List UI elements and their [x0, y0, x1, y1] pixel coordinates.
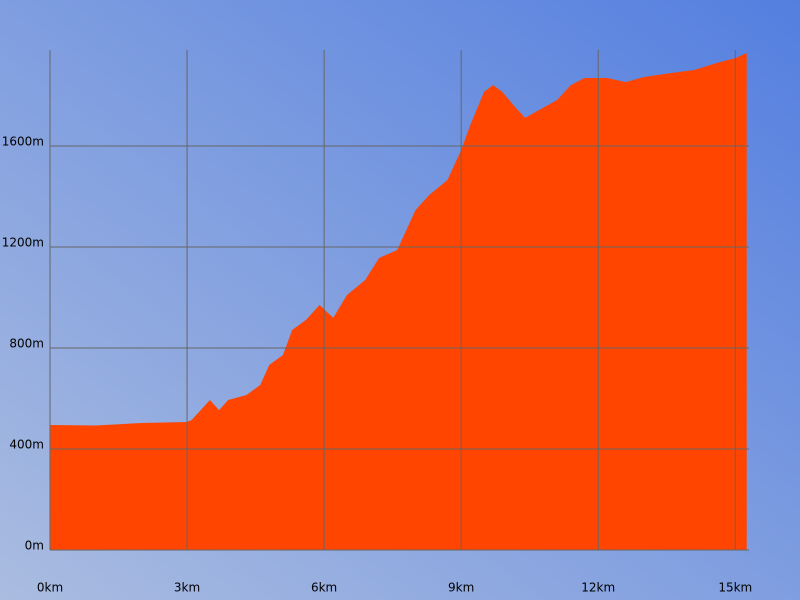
x-tick-label: 3km	[174, 581, 200, 595]
elevation-area	[50, 53, 747, 550]
y-tick-label: 800m	[9, 336, 44, 350]
x-tick-label: 15km	[718, 581, 752, 595]
x-tick-label: 0km	[37, 581, 63, 595]
x-tick-label: 6km	[311, 581, 337, 595]
y-tick-label: 1200m	[2, 235, 44, 249]
y-tick-label: 1600m	[2, 134, 44, 148]
y-tick-label: 0m	[25, 539, 44, 553]
x-tick-label: 12km	[581, 581, 615, 595]
y-tick-label: 400m	[9, 437, 44, 451]
plot-area: 0m 400m 800m 1200m 1600m 0km 3km 6km 9km 12km 15km	[2, 50, 752, 595]
x-tick-label: 9km	[448, 581, 474, 595]
